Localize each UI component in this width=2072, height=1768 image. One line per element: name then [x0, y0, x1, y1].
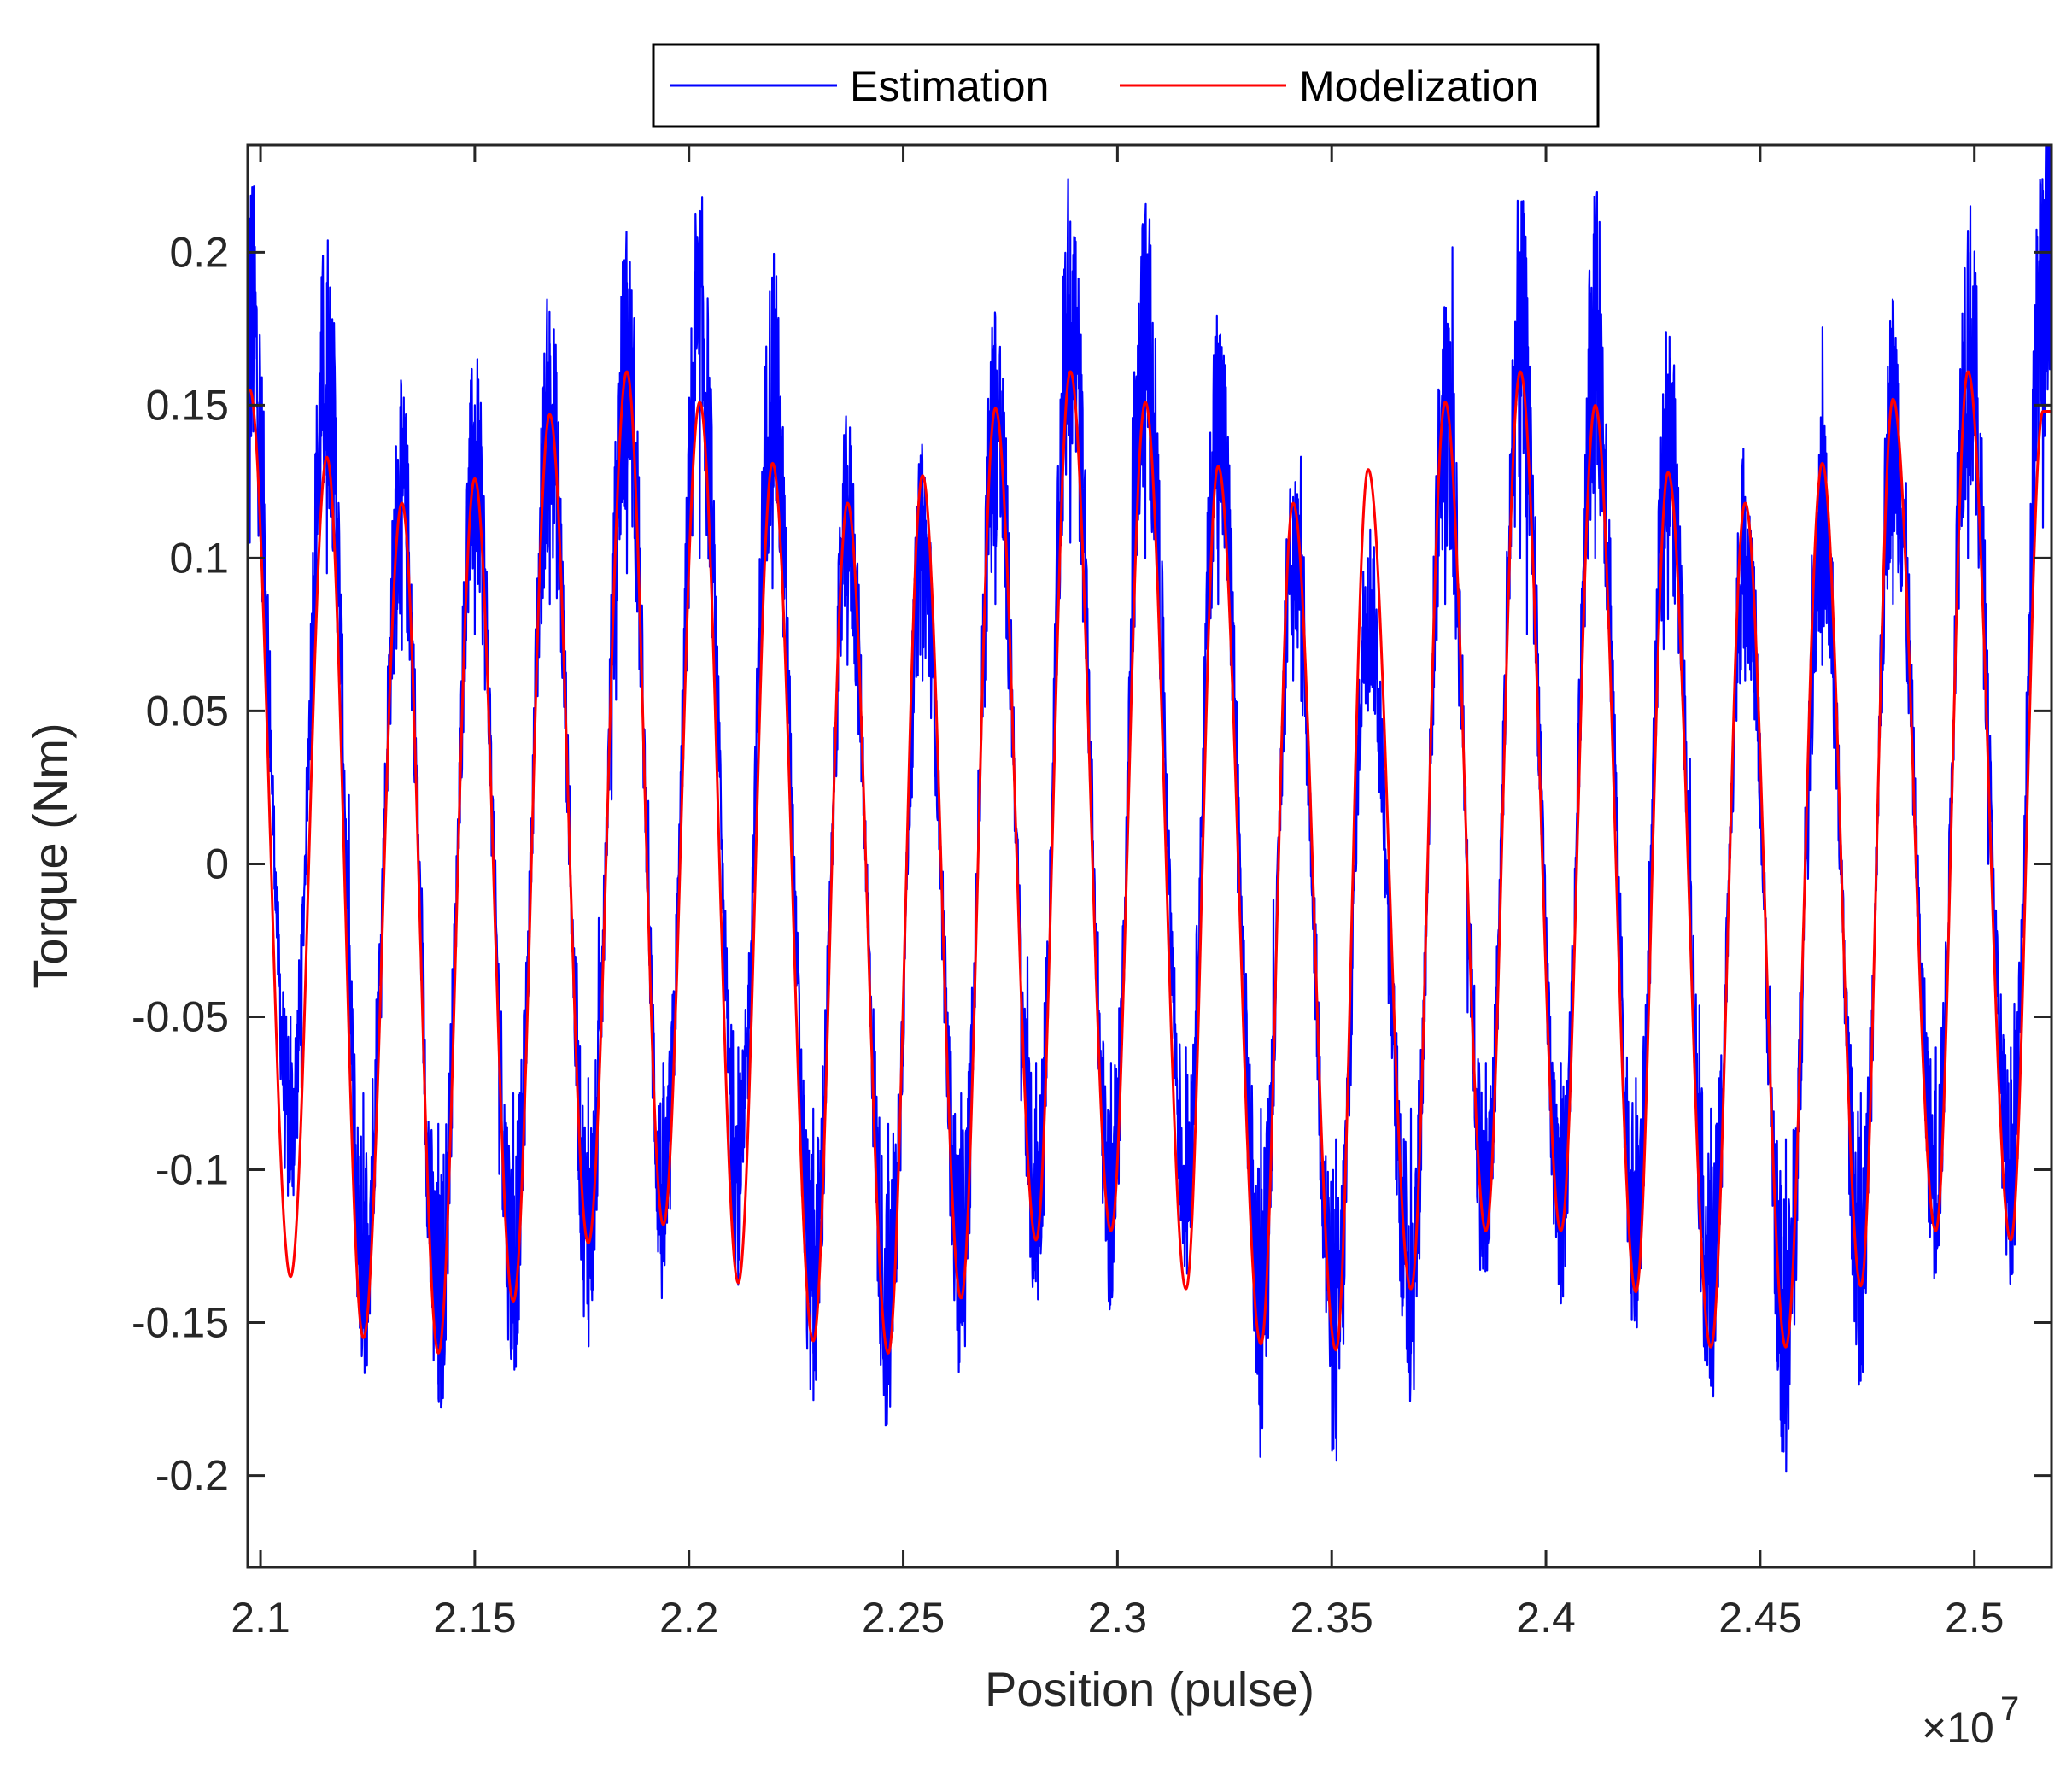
x-multiplier-base: ×10: [1922, 1704, 1994, 1752]
x-tick-label: 2.25: [862, 1594, 945, 1642]
tick-layer: 2.1 2.15 2.2 2.25 2.3 2.35 2.4 2.45 2.5 -0.2 -0.15…: [132, 145, 2052, 1642]
y-tick-label: 0.15: [146, 381, 229, 429]
legend: Estimation Modelization: [652, 43, 1600, 128]
x-tick-label: 2.45: [1718, 1594, 1801, 1642]
x-tick-label: 2.4: [1516, 1594, 1576, 1642]
legend-label-modelization: Modelization: [1299, 62, 1539, 110]
x-tick-label: 2.5: [1945, 1594, 2005, 1642]
x-axis-label: Position (pulse): [985, 1662, 1314, 1716]
y-tick-label: 0.2: [169, 228, 229, 276]
y-tick-label: -0.1: [155, 1146, 229, 1194]
x-tick-label: 2.3: [1088, 1594, 1148, 1642]
x-multiplier-exponent: 7: [2000, 1690, 2019, 1728]
x-axis-multiplier: ×10 7: [1922, 1690, 2019, 1752]
x-tick-label: 2.35: [1291, 1594, 1373, 1642]
legend-label-estimation: Estimation: [850, 62, 1049, 110]
y-tick-label: -0.15: [132, 1299, 229, 1347]
series-layer: [249, 146, 2051, 1473]
y-tick-label: 0: [205, 840, 229, 887]
x-tick-label: 2.15: [433, 1594, 516, 1642]
plot-frame: [246, 143, 2053, 1569]
y-tick-label: -0.05: [132, 992, 229, 1040]
series-line-modelization: [249, 370, 2051, 1355]
x-tick-label: 2.1: [231, 1594, 290, 1642]
y-tick-label: 0.05: [146, 687, 229, 735]
y-tick-label: -0.2: [155, 1452, 229, 1500]
y-tick-label: 0.1: [169, 534, 229, 582]
y-axis-label: Torque (Nm): [23, 723, 77, 988]
x-tick-label: 2.2: [659, 1594, 719, 1642]
